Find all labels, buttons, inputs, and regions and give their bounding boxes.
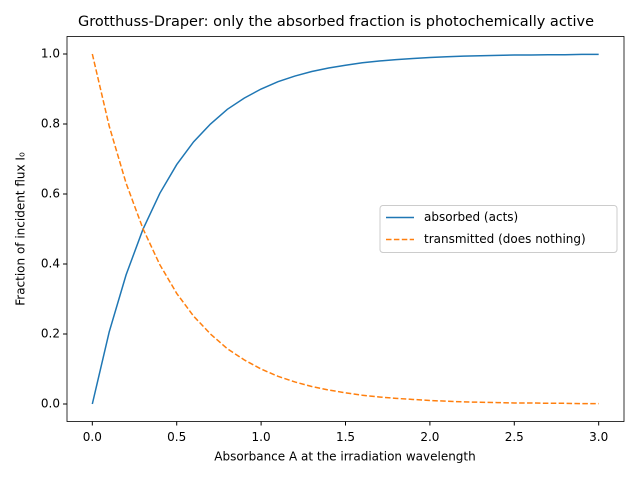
legend-box xyxy=(379,205,618,253)
series-line xyxy=(91,53,599,405)
x-tick-label: 1.5 xyxy=(336,430,355,444)
axes-frame xyxy=(66,36,625,422)
legend-label: absorbed (acts) xyxy=(424,210,518,224)
y-axis-label: Fraction of incident flux I₀ xyxy=(14,152,28,306)
x-tick-label: 0.5 xyxy=(167,430,186,444)
y-tick-label: 0.0 xyxy=(41,397,60,411)
x-tick-label: 2.5 xyxy=(505,430,524,444)
y-tick-label: 0.8 xyxy=(41,117,60,131)
y-tick-label: 0.6 xyxy=(41,187,60,201)
chart-title: Grotthuss-Draper: only the absorbed frac… xyxy=(78,14,594,30)
series-line xyxy=(91,53,599,405)
y-tick-label: 0.4 xyxy=(41,257,60,271)
x-tick-label: 0.0 xyxy=(83,430,102,444)
x-tick-label: 3.0 xyxy=(589,430,608,444)
x-tick-label: 1.0 xyxy=(252,430,271,444)
y-tick-label: 0.2 xyxy=(41,327,60,341)
x-axis-label: Absorbance A at the irradiation waveleng… xyxy=(214,450,475,464)
y-tick-label: 1.0 xyxy=(41,47,60,61)
legend-label: transmitted (does nothing) xyxy=(424,232,586,246)
x-tick-label: 2.0 xyxy=(420,430,439,444)
